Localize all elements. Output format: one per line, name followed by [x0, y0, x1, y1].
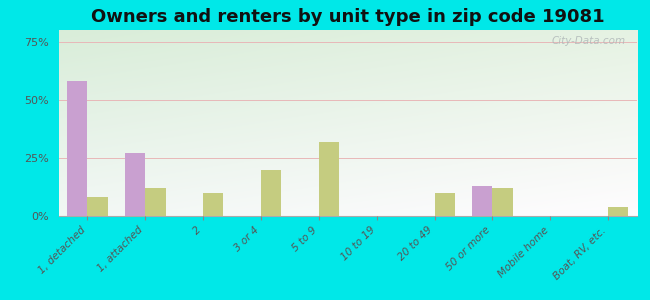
Bar — [203, 193, 224, 216]
Title: Owners and renters by unit type in zip code 19081: Owners and renters by unit type in zip c… — [91, 8, 604, 26]
Bar — [472, 186, 493, 216]
Bar — [125, 153, 146, 216]
Bar — [67, 81, 87, 216]
Bar — [261, 169, 281, 216]
Bar — [493, 188, 513, 216]
Bar — [87, 197, 108, 216]
Bar — [146, 188, 166, 216]
Bar — [318, 142, 339, 216]
Text: City-Data.com: City-Data.com — [551, 36, 625, 46]
Bar — [435, 193, 455, 216]
Bar — [608, 207, 629, 216]
